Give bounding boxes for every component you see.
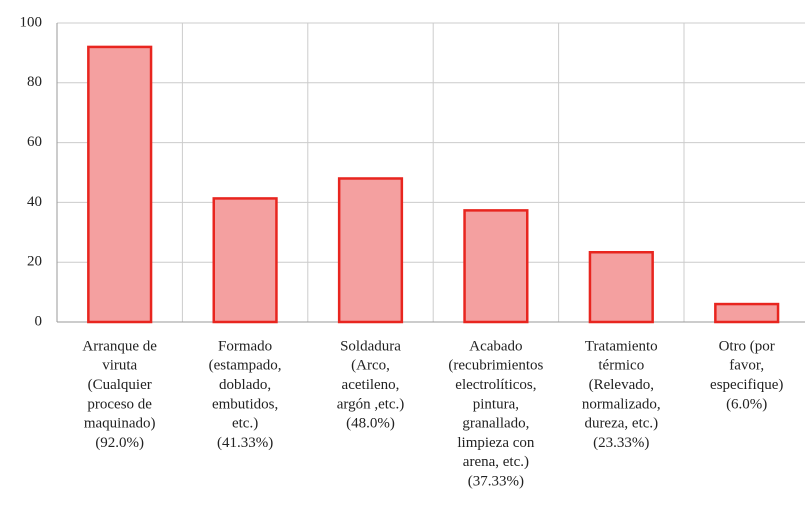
bar xyxy=(714,302,780,324)
x-tick-label: especifique) xyxy=(710,377,783,393)
x-tick-label: viruta xyxy=(102,358,137,374)
x-tick-label: (estampado, xyxy=(209,358,282,374)
x-tick-label: granallado, xyxy=(462,416,529,432)
x-tick-label: electrolíticos, xyxy=(455,377,536,393)
bar xyxy=(212,197,278,324)
x-tick-label: dureza, etc.) xyxy=(584,416,658,432)
x-tick-label: normalizado, xyxy=(582,396,661,412)
x-tick-label: embutidos, xyxy=(212,396,278,412)
x-tick-label: térmico xyxy=(598,358,644,374)
x-tick-label: argón ,etc.) xyxy=(337,396,405,412)
y-tick-label: 20 xyxy=(27,254,42,270)
x-tick-label: maquinado) xyxy=(84,416,156,432)
x-tick-label: (23.33%) xyxy=(593,435,649,451)
bar xyxy=(337,177,404,324)
bar xyxy=(588,250,654,324)
bar xyxy=(463,209,529,324)
x-tick-label: proceso de xyxy=(87,396,152,412)
x-tick-label: (6.0%) xyxy=(726,396,767,412)
x-tick-label: Acabado xyxy=(469,338,522,354)
x-tick-label: Otro (por xyxy=(719,338,775,354)
y-tick-label: 100 xyxy=(20,14,43,30)
y-tick-label: 80 xyxy=(27,74,42,90)
x-tick-label: Tratamiento xyxy=(585,338,658,354)
y-tick-label: 0 xyxy=(35,313,43,329)
x-tick-label: (48.0%) xyxy=(346,416,395,432)
x-tick-label: (92.0%) xyxy=(95,435,144,451)
bar xyxy=(87,45,153,324)
x-tick-label: doblado, xyxy=(219,377,271,393)
x-tick-label: (Relevado, xyxy=(589,377,654,393)
x-tick-label: Soldadura xyxy=(340,338,401,354)
x-tick-label: (Arco, xyxy=(351,358,390,374)
x-tick-label: etc.) xyxy=(232,416,258,432)
x-tick-label: arena, etc.) xyxy=(463,454,529,470)
x-tick-label: (Cualquier xyxy=(88,377,152,393)
x-tick-label: acetileno, xyxy=(342,377,400,393)
x-tick-label: pintura, xyxy=(473,396,519,412)
x-tick-label: favor, xyxy=(729,358,764,374)
y-tick-label: 60 xyxy=(27,134,42,150)
x-tick-label: (recubrimientos xyxy=(448,358,543,374)
x-tick-label: Arranque de xyxy=(82,338,157,354)
y-tick-label: 40 xyxy=(27,194,42,210)
x-tick-label: (41.33%) xyxy=(217,435,273,451)
x-tick-label: limpieza con xyxy=(457,435,535,451)
x-tick-label: (37.33%) xyxy=(468,474,524,490)
x-tick-label: Formado xyxy=(218,338,272,354)
